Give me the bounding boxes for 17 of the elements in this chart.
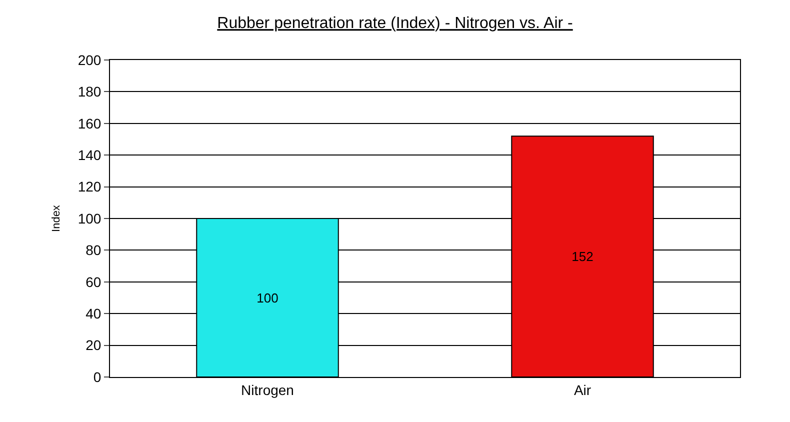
- y-tick-label: 100: [78, 210, 102, 226]
- y-tick-label: 20: [86, 337, 102, 354]
- y-tick-label: 80: [86, 242, 102, 258]
- y-tick-label: 160: [78, 115, 102, 132]
- y-tick-label: 0: [93, 368, 102, 385]
- data-label: 100: [256, 290, 278, 306]
- x-tick-label: Nitrogen: [241, 382, 294, 398]
- y-tick-label: 180: [78, 84, 102, 100]
- y-tick-label: 40: [86, 306, 102, 322]
- y-axis-title: Index: [50, 204, 62, 232]
- chart-title: Rubber penetration rate (Index) - Nitrogen vs. Air -: [217, 15, 573, 32]
- x-tick-label: Air: [574, 382, 592, 398]
- y-tick-label: 140: [78, 147, 102, 163]
- data-label: 152: [572, 249, 594, 264]
- y-tick-label: 120: [78, 178, 102, 195]
- y-tick-label: 200: [78, 52, 102, 68]
- y-tick-label: 60: [86, 274, 102, 290]
